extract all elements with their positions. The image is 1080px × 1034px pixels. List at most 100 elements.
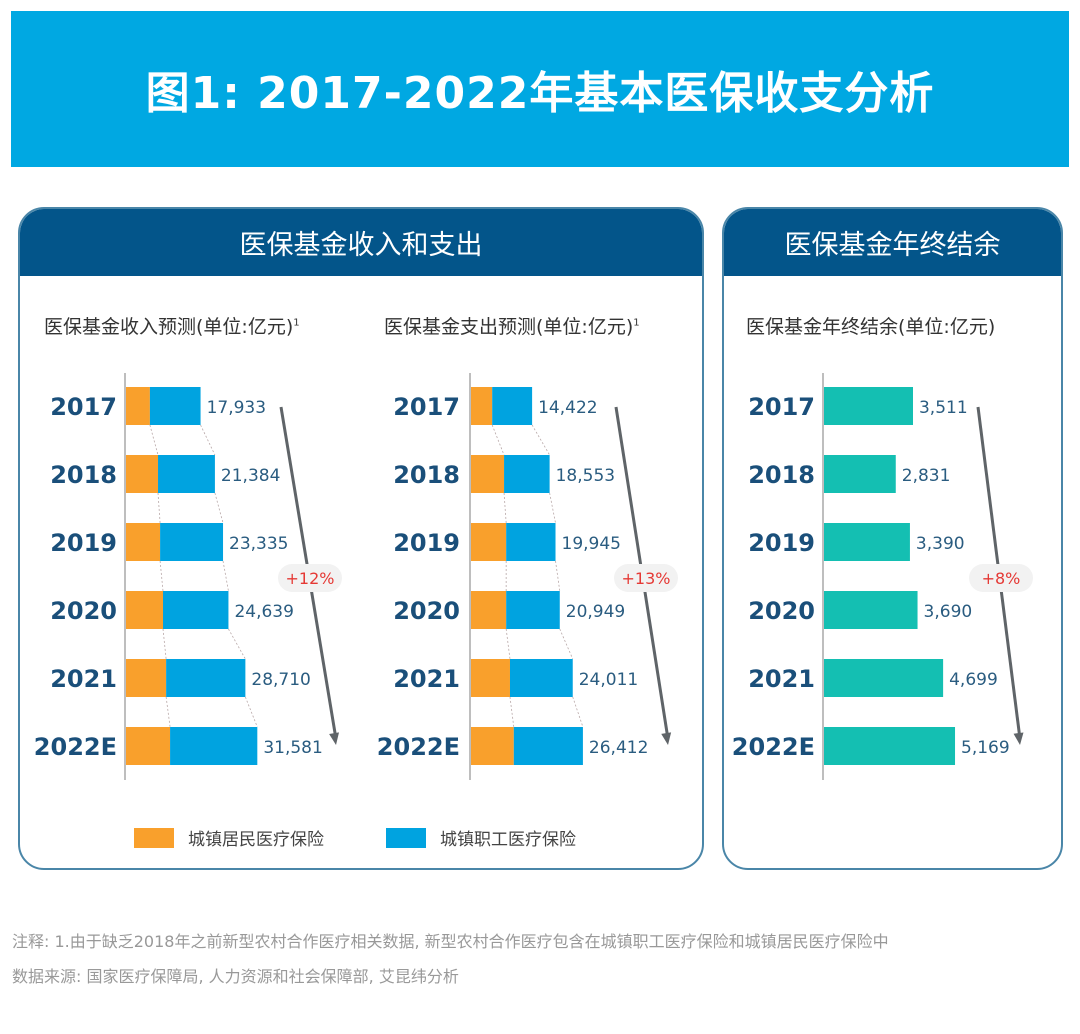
bar-segment [824,523,910,561]
connector-line [200,424,216,456]
bar-segment [471,455,505,493]
year-label: 2021 [748,665,815,693]
bar-segment [471,523,507,561]
legend-item-residents: 城镇居民医疗保险 [134,825,324,850]
connector-line [162,628,167,660]
value-label: 5,169 [961,738,1010,758]
value-label: 4,699 [949,670,998,690]
trend-arrow-head [1013,732,1024,745]
value-label: 3,511 [919,398,968,418]
year-label: 2018 [50,461,117,489]
connector-line [531,424,550,456]
growth-label: +12% [286,569,335,588]
year-label: 2018 [393,461,460,489]
balance-chart-title: 医保基金年终结余(单位:亿元) [746,312,995,339]
connector-line [549,492,556,524]
bar-segment [163,591,229,629]
connector-line [228,628,246,660]
bar-segment [126,387,150,425]
value-label: 2,831 [902,466,951,486]
bar-segment [126,659,167,697]
year-label: 2021 [393,665,460,693]
trend-arrow-head [661,732,672,745]
value-label: 24,011 [579,670,638,690]
growth-label: +8% [982,569,1021,588]
connector-line [503,492,507,524]
connector-line [222,560,229,592]
footnotes: 注释: 1.由于缺乏2018年之前新型农村合作医疗相关数据, 新型农村合作医疗包… [12,924,889,994]
bar-segment [149,387,201,425]
connector-line [214,492,224,524]
footnote-marker: 1 [633,317,640,329]
bar-segment [126,455,159,493]
data-source-note: 数据来源: 国家医疗保障局, 人力资源和社会保障部, 艾昆纬分析 [12,967,459,986]
bar-segment [513,727,583,765]
value-label: 19,945 [562,534,621,554]
bar-segment [504,455,550,493]
year-label: 2019 [748,529,815,557]
year-label: 2020 [50,597,117,625]
value-label: 21,384 [221,466,280,486]
connector-line [572,696,584,728]
connector-line [491,424,505,456]
year-label: 2017 [748,393,815,421]
year-label: 2020 [393,597,460,625]
bar-segment [824,659,944,697]
bar-segment [471,387,493,425]
connector-line [505,628,511,660]
income-chart-title: 医保基金收入预测(单位:亿元)1 [44,312,300,339]
year-label: 2020 [748,597,815,625]
legend-swatch-blue [386,827,426,848]
bar-segment [506,591,560,629]
bar-segment [824,455,896,493]
expenditure-chart-title: 医保基金支出预测(单位:亿元)1 [384,312,640,339]
connector-line [555,560,561,592]
connector-line [149,424,159,456]
bar-segment [126,727,171,765]
year-label: 2019 [393,529,460,557]
year-label: 2019 [50,529,117,557]
bar-segment [166,659,246,697]
bar-segment [471,727,514,765]
bar-segment [170,727,258,765]
bar-segment [824,591,918,629]
growth-badge [278,564,342,592]
legend-label: 城镇居民医疗保险 [188,830,324,850]
bar-segment [471,659,510,697]
bar-segment [126,523,161,561]
value-label: 3,390 [916,534,965,554]
bar-segment [471,591,507,629]
value-label: 17,933 [207,398,266,418]
year-label: 2021 [50,665,117,693]
panel-header: 医保基金年终结余 [724,209,1061,276]
connector-line [559,628,574,660]
value-label: 26,412 [589,738,648,758]
annotation-note: 注释: 1.由于缺乏2018年之前新型农村合作医疗相关数据, 新型农村合作医疗包… [12,932,889,951]
chart-title-text: 医保基金收入预测(单位:亿元) [44,316,294,338]
page-title: 图1: 2017-2022年基本医保收支分析 [145,68,935,119]
year-label: 2018 [748,461,815,489]
year-label: 2017 [50,393,117,421]
bar-segment [126,591,164,629]
growth-badge [969,564,1033,592]
connector-line [159,560,164,592]
value-label: 14,422 [538,398,597,418]
value-label: 18,553 [556,466,615,486]
title-banner: 图1: 2017-2022年基本医保收支分析 [11,11,1069,167]
year-label: 2022E [34,733,117,761]
value-label: 28,710 [251,670,310,690]
growth-label: +13% [622,569,671,588]
connector-line [245,696,258,728]
value-label: 3,690 [924,602,973,622]
value-label: 20,949 [566,602,625,622]
bar-segment [506,523,556,561]
legend-label: 城镇职工医疗保险 [440,830,576,850]
year-label: 2017 [393,393,460,421]
bar-segment [824,387,913,425]
bar-segment [158,455,215,493]
panel-header: 医保基金收入和支出 [20,209,702,276]
legend-item-employees: 城镇职工医疗保险 [386,825,576,850]
legend-swatch-orange [134,827,174,848]
connector-line [157,492,161,524]
